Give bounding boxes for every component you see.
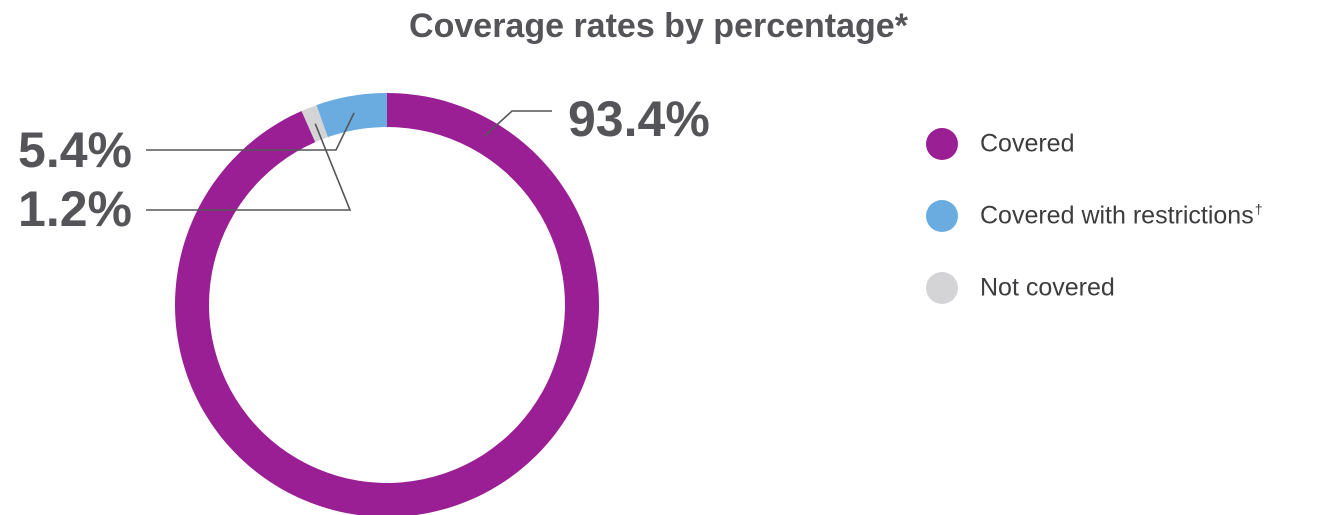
legend: Covered Covered with restrictions† Not c…	[926, 108, 1263, 324]
leader-line-covered-with-restrictions	[146, 112, 355, 151]
legend-marker-covered	[926, 128, 958, 160]
chart-title: Coverage rates by percentage*	[409, 7, 908, 45]
donut-slices	[175, 93, 599, 515]
donut-slice-covered	[175, 93, 599, 515]
data-labels: 93.4% 5.4%1.2%	[18, 91, 710, 237]
data-label-covered: 93.4%	[568, 91, 710, 147]
leader-lines	[146, 110, 552, 211]
legend-marker-covered-with-restrictions	[926, 200, 958, 232]
legend-item-covered-with-restrictions: Covered with restrictions†	[926, 180, 1263, 252]
legend-item-not-covered: Not covered	[926, 252, 1263, 324]
legend-label-covered-with-restrictions: Covered with restrictions†	[980, 201, 1263, 230]
leader-line-not-covered	[146, 123, 352, 211]
donut-slice-covered-with-restrictions	[316, 93, 387, 138]
legend-label-covered: Covered	[980, 129, 1075, 158]
dagger-footnote-mark: †	[1254, 201, 1263, 218]
leader-line-covered	[483, 110, 552, 137]
data-label-not-covered: 1.2%	[18, 181, 132, 237]
legend-label-not-covered: Not covered	[980, 273, 1115, 302]
legend-item-covered: Covered	[926, 108, 1263, 180]
data-label-covered-with-restrictions: 5.4%	[18, 122, 132, 178]
donut-slice-not-covered	[301, 105, 328, 143]
legend-marker-not-covered	[926, 272, 958, 304]
